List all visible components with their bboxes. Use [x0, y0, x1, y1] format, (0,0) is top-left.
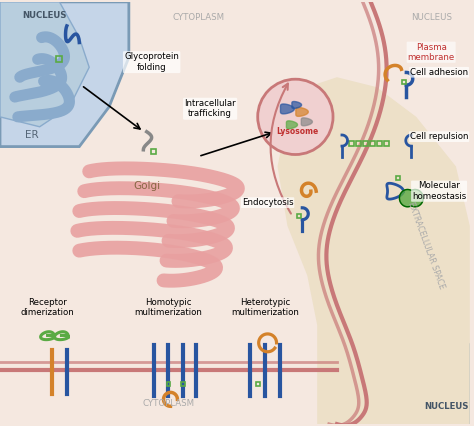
Bar	[297, 214, 301, 218]
Polygon shape	[0, 2, 129, 147]
Text: Molecular
homeostasis: Molecular homeostasis	[412, 181, 466, 201]
Text: Heterotypic
multimerization: Heterotypic multimerization	[232, 298, 300, 317]
Text: EXTRACELLULAR SPACE: EXTRACELLULAR SPACE	[406, 201, 446, 291]
Bar	[151, 149, 156, 154]
Text: Homotypic
multimerization: Homotypic multimerization	[135, 298, 202, 317]
Bar	[396, 176, 401, 180]
Text: Plasma
membrane: Plasma membrane	[408, 43, 455, 62]
Bar	[56, 56, 63, 62]
Text: Receptor
dimerization: Receptor dimerization	[21, 298, 74, 317]
Bar	[166, 383, 171, 386]
Polygon shape	[296, 107, 309, 116]
Text: ER: ER	[25, 130, 38, 140]
Bar	[349, 141, 355, 146]
Text: Cell repulsion: Cell repulsion	[410, 132, 468, 141]
Polygon shape	[377, 325, 470, 424]
Polygon shape	[301, 118, 312, 126]
Text: Glycoprotein
folding: Glycoprotein folding	[124, 52, 179, 72]
Text: CYTOPLASM: CYTOPLASM	[142, 399, 194, 408]
Text: Endocytosis: Endocytosis	[242, 198, 293, 207]
Polygon shape	[0, 2, 89, 127]
Text: Cell adhesion: Cell adhesion	[410, 68, 468, 77]
Polygon shape	[286, 121, 298, 129]
Bar	[363, 141, 368, 146]
Text: NUCLEUS: NUCLEUS	[22, 11, 66, 20]
Bar	[356, 141, 361, 146]
Bar	[370, 141, 375, 146]
Text: Intracellular
trafficking: Intracellular trafficking	[184, 99, 236, 118]
Bar	[255, 383, 260, 386]
Polygon shape	[277, 77, 470, 424]
Bar	[402, 80, 406, 84]
Text: Golgi: Golgi	[133, 181, 160, 191]
Polygon shape	[281, 104, 294, 114]
Bar	[377, 141, 382, 146]
Text: NUCLEUS: NUCLEUS	[424, 402, 468, 411]
Text: CYTOPLASM: CYTOPLASM	[172, 13, 224, 22]
Polygon shape	[400, 190, 423, 207]
Text: Lysosome: Lysosome	[276, 127, 319, 136]
Bar	[182, 383, 185, 386]
Polygon shape	[292, 101, 301, 109]
Text: NUCLEUS: NUCLEUS	[410, 13, 452, 22]
Circle shape	[258, 79, 333, 155]
Bar	[384, 141, 389, 146]
